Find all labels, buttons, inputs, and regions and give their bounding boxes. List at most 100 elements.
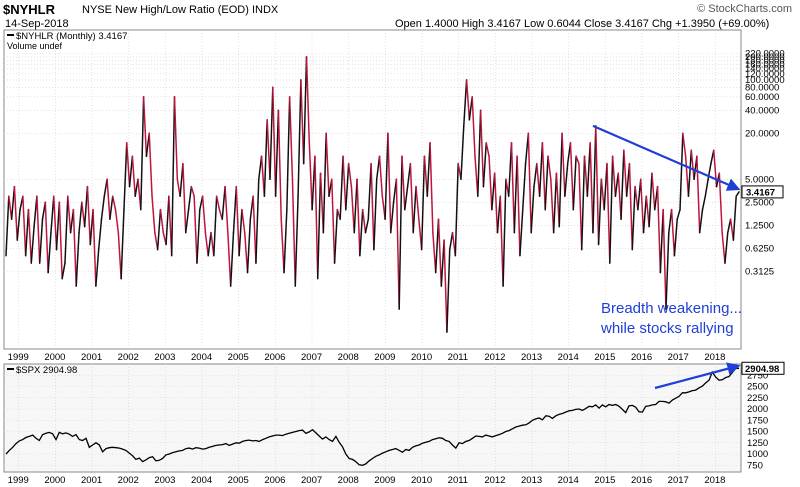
- nyhlr-segment: [682, 132, 687, 158]
- spx-year-tick-label: 2011: [448, 475, 468, 486]
- exchange-label: INDX: [251, 4, 279, 16]
- nyhlr-segment: [339, 155, 344, 220]
- spx-legend-label: $SPX 2904.98: [16, 365, 77, 376]
- spx-year-tick-label: 2003: [154, 475, 175, 486]
- spx-y-tick-label: 1250: [747, 438, 768, 449]
- nyhlr-segment: [488, 155, 493, 211]
- nyhlr-panel: 1999 2000 2001 2002 2003 2004 2005 2006 2007 2008…: [3, 29, 785, 363]
- nyhlr-segment: [5, 195, 10, 257]
- nyhlr-segment: [58, 201, 63, 280]
- chart-title: NYSE New High/Low Ratio (EOD) INDX: [82, 4, 278, 16]
- y-tick-label: 180.0000: [745, 55, 785, 66]
- nyhlr-segment: [280, 218, 285, 274]
- nyhlr-segment: [16, 208, 21, 241]
- nyhlr-segment: [662, 208, 667, 310]
- nyhlr-segment: [204, 231, 209, 257]
- nyhlr-segment: [656, 185, 662, 274]
- nyhlr-segment: [502, 178, 507, 287]
- spx-y-tick-label: 1500: [747, 427, 768, 438]
- nyhlr-segment: [243, 231, 249, 274]
- spx-year-tick-label: 2004: [191, 475, 212, 486]
- spx-year-tick-label: 2017: [668, 475, 689, 486]
- nyhlr-segment: [359, 208, 364, 257]
- nyhlr-segment: [140, 96, 145, 211]
- nyhlr-segment: [165, 195, 170, 246]
- year-tick-label: 2005: [228, 352, 249, 363]
- nyhlr-segment: [493, 172, 499, 234]
- nyhlr-segment: [345, 162, 350, 211]
- year-tick-label: 2009: [374, 352, 395, 363]
- nyhlr-segment: [460, 125, 465, 181]
- nyhlr-segment: [92, 208, 97, 287]
- nyhlr-segment: [353, 178, 358, 234]
- nyhlr-segment: [552, 172, 558, 234]
- nyhlr-segment: [698, 208, 704, 234]
- nyhlr-segment: [86, 185, 92, 246]
- nyhlr-segment: [131, 155, 136, 197]
- nyhlr-legend-label: $NYHLR (Monthly) 3.4167: [16, 31, 127, 42]
- nyhlr-segment: [347, 162, 353, 188]
- nyhlr-segment: [342, 155, 347, 211]
- year-tick-label: 2014: [558, 352, 579, 363]
- nyhlr-segment: [673, 218, 678, 257]
- nyhlr-segment: [536, 162, 541, 197]
- nyhlr-segment: [126, 142, 131, 188]
- spx-last-value: 2904.98: [745, 364, 779, 375]
- spx-plot-frame: [3, 363, 742, 473]
- nyhlr-segment: [390, 201, 395, 234]
- nyhlr-segment: [491, 172, 496, 211]
- nyhlr-segment: [182, 162, 187, 234]
- y-tick-label: 0.6250: [745, 243, 774, 254]
- nyhlr-segment: [592, 125, 597, 234]
- year-tick-label: 2010: [411, 352, 432, 363]
- nyhlr-segment: [670, 208, 676, 257]
- nyhlr-segment: [350, 185, 355, 234]
- nyhlr-segment: [550, 178, 555, 234]
- nyhlr-segment: [120, 208, 125, 280]
- nyhlr-segment: [620, 149, 625, 220]
- nyhlr-segment: [123, 142, 128, 211]
- annotation-line-1: Breadth weakening...: [601, 300, 742, 317]
- nyhlr-segment: [75, 231, 80, 287]
- y-tick-label: 40.0000: [745, 105, 779, 116]
- spx-y-tick-label: 2750: [747, 370, 768, 381]
- symbol: $NYHLR: [3, 2, 56, 17]
- nyhlr-segment: [302, 56, 308, 165]
- nyhlr-segment: [395, 178, 400, 310]
- year-tick-label: 2003: [154, 352, 175, 363]
- y-tick-label: 160.0000: [745, 59, 785, 70]
- nyhlr-segment: [44, 201, 49, 274]
- nyhlr-segment: [190, 185, 195, 197]
- year-tick-label: 2006: [264, 352, 285, 363]
- nyhlr-segment: [485, 142, 490, 158]
- nyhlr-segment: [423, 155, 429, 197]
- nyhlr-segment: [465, 79, 471, 121]
- spx-year-tick-label: 2015: [594, 475, 615, 486]
- nyhlr-segment: [659, 208, 664, 274]
- y-tick-label: 20.0000: [745, 128, 779, 139]
- nyhlr-segment: [55, 201, 61, 251]
- nyhlr-segment: [27, 208, 33, 264]
- y-tick-label: 5.0000: [745, 174, 774, 185]
- nyhlr-segment: [415, 185, 420, 220]
- nyhlr-segment: [221, 185, 226, 220]
- nyhlr-segment: [308, 142, 313, 211]
- nyhlr-segment: [597, 178, 603, 246]
- nyhlr-segment: [106, 178, 111, 220]
- nyhlr-segment: [283, 208, 288, 274]
- nyhlr-segment: [623, 149, 628, 197]
- nyhlr-segment: [111, 195, 117, 211]
- nyhlr-segment: [333, 208, 339, 264]
- spx-year-tick-label: 2007: [301, 475, 322, 486]
- nyhlr-segment: [224, 185, 229, 234]
- nyhlr-segment: [173, 96, 179, 181]
- nyhlr-segment: [114, 208, 120, 234]
- nyhlr-segment: [718, 172, 723, 234]
- nyhlr-segment: [331, 178, 336, 264]
- nyhlr-segment: [712, 149, 718, 188]
- nyhlr-segment: [530, 185, 535, 234]
- nyhlr-segment: [479, 109, 485, 188]
- nyhlr-segment: [156, 208, 162, 251]
- nyhlr-segment: [477, 109, 482, 197]
